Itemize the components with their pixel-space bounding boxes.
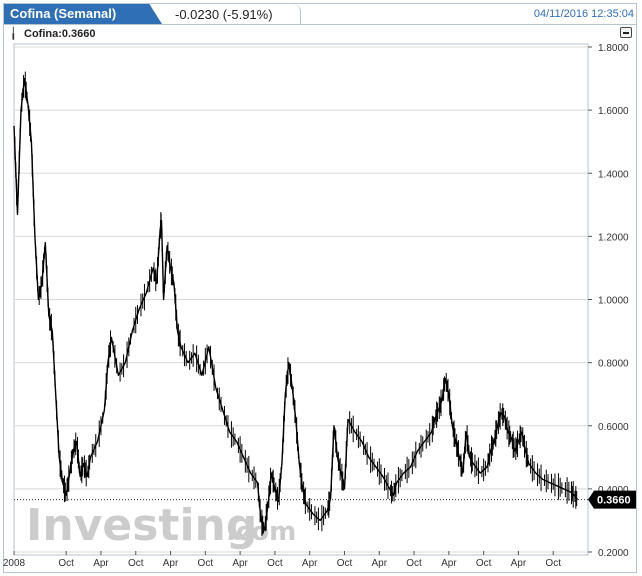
chart-frame <box>3 3 637 573</box>
x-tick-label: Oct <box>128 558 144 569</box>
x-tick-label: Oct <box>545 558 561 569</box>
y-tick-label: 0.4000 <box>598 485 629 496</box>
x-tick-label: Apr <box>441 558 457 569</box>
watermark-brand: Investing <box>26 500 257 551</box>
price-change: -0.0230 (-5.91%) <box>175 7 273 22</box>
x-tick-label: Apr <box>511 558 527 569</box>
last-price-badge <box>588 490 636 509</box>
y-tick-label: 1.0000 <box>598 296 629 307</box>
x-tick-label: Oct <box>406 558 422 569</box>
x-tick-label: Apr <box>371 558 387 569</box>
price-line <box>13 77 579 531</box>
x-tick-label: Oct <box>476 558 492 569</box>
legend: ╽ Cofina:0.3660 <box>10 27 96 41</box>
y-tick-label: 1.4000 <box>598 169 629 180</box>
header-divider <box>160 4 301 25</box>
x-tick-label: Oct <box>267 558 283 569</box>
y-tick-label: 1.6000 <box>598 106 629 117</box>
x-tick-label: Oct <box>58 558 74 569</box>
minimize-button[interactable] <box>620 27 632 38</box>
x-tick-label: Oct <box>198 558 214 569</box>
header-rule <box>4 24 636 25</box>
y-tick-label: 1.2000 <box>598 232 629 243</box>
y-tick-label: 0.8000 <box>598 359 629 370</box>
candle-icon: ╽ <box>10 28 17 40</box>
x-tick-label: Apr <box>163 558 179 569</box>
y-tick-label: 1.8000 <box>598 43 629 54</box>
x-tick-label: 2008 <box>3 558 26 569</box>
x-tick-label: Apr <box>93 558 109 569</box>
x-tick-label: Oct <box>337 558 353 569</box>
x-tick-label: Apr <box>302 558 318 569</box>
legend-label: Cofina:0.3660 <box>24 28 96 40</box>
chart-title-tab[interactable]: Cofina (Semanal) <box>4 4 162 24</box>
y-tick-label: 0.6000 <box>598 422 629 433</box>
timestamp: 04/11/2016 12:35:04 <box>533 8 634 20</box>
x-tick-label: Apr <box>232 558 248 569</box>
last-price-label: 0.3660 <box>597 495 631 507</box>
y-tick-label: 0.2000 <box>598 548 629 559</box>
